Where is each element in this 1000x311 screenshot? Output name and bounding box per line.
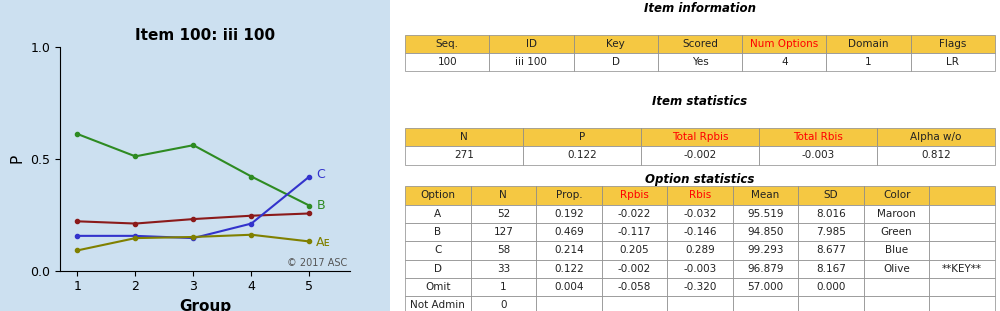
Text: © 2017 ASC: © 2017 ASC xyxy=(287,258,347,268)
Text: Aᴇ: Aᴇ xyxy=(316,236,331,249)
Text: B: B xyxy=(316,199,325,212)
Text: Item statistics: Item statistics xyxy=(652,95,748,108)
Text: C: C xyxy=(316,168,325,181)
X-axis label: Group: Group xyxy=(179,299,231,311)
Text: Option statistics: Option statistics xyxy=(645,173,755,186)
Y-axis label: P: P xyxy=(10,154,25,163)
Title: Item 100: iii 100: Item 100: iii 100 xyxy=(135,28,275,43)
Text: Item information: Item information xyxy=(644,2,756,15)
